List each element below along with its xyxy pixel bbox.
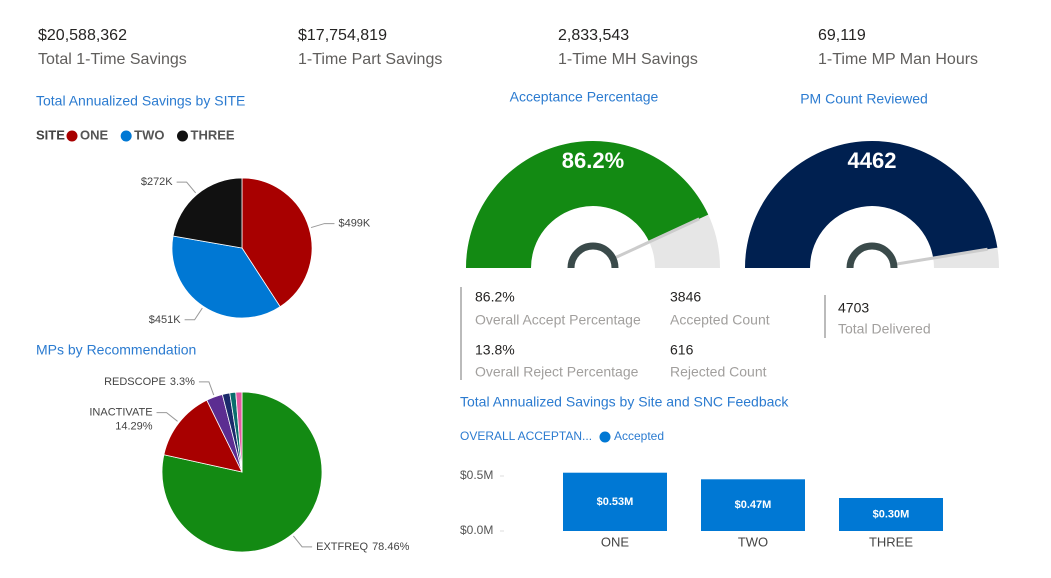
- data-label-value: 3.3%: [170, 376, 195, 388]
- stat-label: Overall Accept Percentage: [475, 312, 641, 328]
- pie-slice: [235, 391, 243, 473]
- legend-title: SITE: [36, 127, 65, 142]
- legend-label: TWO: [134, 127, 164, 142]
- stat-label: Accepted Count: [670, 312, 770, 328]
- gauge-value: 4462: [848, 148, 897, 173]
- x-tick-label: THREE: [869, 534, 913, 549]
- pie-slice: [172, 177, 243, 249]
- leader-line: [292, 535, 313, 548]
- pie-slice: [163, 399, 243, 473]
- kpi-label: Total 1-Time Savings: [38, 51, 187, 68]
- kpi-label: 1-Time MP Man Hours: [818, 51, 978, 68]
- legend-title: OVERALL ACCEPTAN...: [460, 429, 592, 443]
- stat-label: Total Delivered: [838, 321, 931, 337]
- data-label-value: $499K: [338, 217, 370, 229]
- bar: [839, 498, 943, 531]
- x-tick-label: ONE: [601, 534, 630, 549]
- data-label: REDSCOPE 3.3%: [104, 376, 195, 388]
- gauge-value: 86.2%: [562, 148, 624, 173]
- data-label-category: EXTFREQ: [316, 541, 368, 553]
- data-label: INACTIVATE 14.29%: [89, 407, 152, 433]
- data-label: $451K: [149, 314, 181, 326]
- kpi-value: 69,119: [818, 27, 866, 44]
- data-label-value: $272K: [141, 176, 173, 188]
- data-label-value: 78.46%: [372, 541, 410, 553]
- gauge-hub: [567, 242, 619, 269]
- leader-line: [176, 181, 197, 194]
- bar-value-label: $0.53M: [597, 496, 634, 508]
- bar: [563, 472, 667, 531]
- bar-value-label: $0.30M: [873, 508, 910, 520]
- legend-marker: [177, 130, 188, 142]
- stat-value: 4703: [838, 300, 869, 316]
- data-label: $272K: [141, 176, 173, 188]
- chart-title: MPs by Recommendation: [36, 342, 196, 358]
- y-tick-label: $0.5M: [460, 468, 493, 482]
- chart-title: PM Count Reviewed: [800, 91, 928, 107]
- leader-line: [198, 381, 215, 396]
- bar-value-label: $0.47M: [735, 499, 772, 511]
- data-label: $499K: [338, 217, 370, 229]
- gauge-hub: [846, 242, 898, 269]
- kpi-value: 2,833,543: [558, 27, 629, 44]
- legend-label: Accepted: [614, 429, 664, 443]
- legend-marker: [66, 130, 78, 142]
- y-tick-label: $0.0M: [460, 523, 493, 537]
- data-label: EXTFREQ 78.46%: [316, 541, 409, 553]
- pie-slice: [171, 235, 281, 319]
- kpi-value: $17,754,819: [298, 27, 387, 44]
- x-tick-label: TWO: [738, 534, 768, 549]
- stat-value: 616: [670, 342, 694, 358]
- stat-label: Rejected Count: [670, 364, 767, 380]
- gauge-needle: [612, 217, 700, 261]
- gauge-fill: [745, 140, 998, 268]
- legend-label: ONE: [80, 127, 109, 142]
- stat-value: 86.2%: [475, 289, 515, 305]
- chart-title: Total Annualized Savings by SITE: [36, 93, 245, 109]
- stat-label: Overall Reject Percentage: [475, 364, 639, 380]
- leader-line: [156, 412, 178, 422]
- gauge-needle: [893, 247, 988, 266]
- kpi-value: $20,588,362: [38, 27, 127, 44]
- data-label-value: $451K: [149, 314, 181, 326]
- stat-value: 3846: [670, 289, 701, 305]
- data-label-category: REDSCOPE: [104, 376, 166, 388]
- kpi-label: 1-Time Part Savings: [298, 51, 442, 68]
- data-label-value: 14.29%: [115, 421, 153, 433]
- data-label-category: INACTIVATE: [89, 407, 152, 419]
- kpi-label: 1-Time MH Savings: [558, 51, 698, 68]
- gauge-fill: [466, 140, 709, 268]
- legend-label: THREE: [191, 127, 235, 142]
- chart-title: Total Annualized Savings by Site and SNC…: [460, 394, 789, 410]
- leader-line: [184, 307, 203, 321]
- chart-title: Acceptance Percentage: [510, 89, 659, 105]
- stat-value: 13.8%: [475, 342, 515, 358]
- legend-marker: [120, 130, 132, 142]
- leader-line: [310, 223, 335, 229]
- legend-marker: [599, 431, 611, 443]
- bar: [701, 479, 805, 531]
